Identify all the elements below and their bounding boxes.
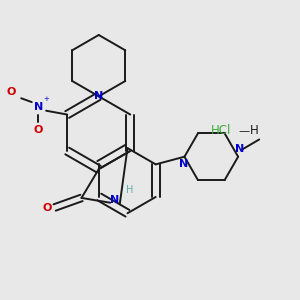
Text: N: N bbox=[94, 91, 104, 101]
Text: N: N bbox=[179, 159, 188, 170]
Text: —: — bbox=[239, 126, 250, 136]
Text: N: N bbox=[110, 195, 120, 205]
Text: O: O bbox=[34, 125, 43, 135]
Text: N: N bbox=[236, 144, 245, 154]
Text: H: H bbox=[126, 185, 133, 195]
Text: N: N bbox=[34, 102, 43, 112]
Text: O: O bbox=[7, 86, 16, 97]
Text: HCl: HCl bbox=[211, 124, 232, 137]
Text: O: O bbox=[42, 202, 52, 212]
Text: +: + bbox=[43, 96, 49, 102]
Text: H: H bbox=[250, 124, 258, 137]
